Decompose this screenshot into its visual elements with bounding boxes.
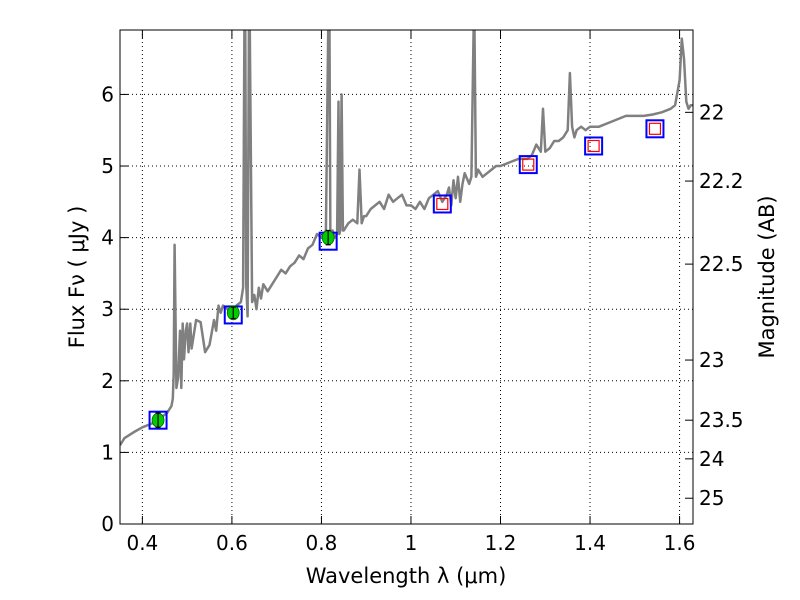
y-tick-label: 6 [101,82,114,106]
x-axis-label: Wavelength λ (μm) [306,564,507,588]
x-tick-label: 1.2 [485,531,517,555]
right-tick-label: 22.5 [699,252,744,276]
grid-lines [120,30,693,525]
y-axis-label: Flux Fν ( μJy ) [65,206,89,349]
right-tick-label: 25 [699,486,724,510]
model-photometry-box [584,136,604,156]
model-photometry-box [148,410,168,430]
y-tick-label: 0 [101,512,114,536]
upper-limit-marker [587,139,600,153]
y-tick-label: 5 [101,154,114,178]
x-tick-label: 0.4 [126,531,158,555]
plot-frame [119,29,694,525]
right-tick-label: 24 [699,447,724,471]
right-tick-label: 23 [699,348,724,372]
y-tick-label: 4 [101,226,114,250]
x-tick-label: 0.6 [216,531,248,555]
upper-limit-marker [648,122,662,135]
x-tick-label: 1.4 [574,531,606,555]
x-tick-label: 1.6 [664,531,696,555]
right-tick-label: 23.5 [699,408,744,432]
x-tick-label: 1 [405,531,418,555]
model-photometry-box [645,119,665,139]
right-axis-label: Magnitude (AB) [755,195,779,358]
model-photometry-box [432,194,452,214]
spectrum-line [120,30,693,446]
series-layer [120,30,693,446]
x-tick-label: 0.8 [306,531,338,555]
upper-limit-marker [436,197,449,211]
y-tick-label: 3 [101,297,114,321]
right-tick-label: 22.2 [699,169,744,193]
right-tick-label: 22 [699,100,724,124]
markers-layer [148,119,665,430]
model-photometry-box [518,155,538,175]
y-tick-label: 1 [101,440,114,464]
y-tick-label: 2 [101,369,114,393]
upper-limit-marker [522,158,535,171]
ticks-layer: 0.4 0.6 0.8 1 1.2 1.4 1.601234562222.222.52323… [101,30,744,555]
